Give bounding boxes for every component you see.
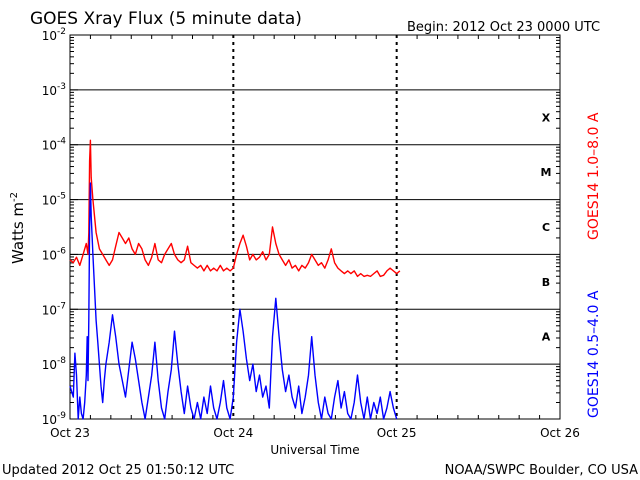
flare-class-b: B [542,276,550,289]
legend-series-short: GOES14 0.5–4.0 A [586,290,602,418]
chart-title: GOES Xray Flux (5 minute data) [30,9,302,29]
x-axis-ticks: Oct 23 Oct 24 Oct 25 Oct 26 [50,35,580,440]
x-tick-label: Oct 23 [50,426,90,440]
y-tick-base: 10 [42,29,57,43]
x-tick-label: Oct 25 [377,426,417,440]
y-tick-exp: -8 [57,356,66,366]
gridlines [70,35,560,419]
updated-timestamp: Updated 2012 Oct 25 01:50:12 UTC [2,463,234,478]
y-tick-base: 10 [42,358,57,372]
legend-series-long: GOES14 1.0–8.0 A [586,112,602,240]
y-tick-base: 10 [42,413,57,427]
flare-class-labels: A B C M X [541,111,552,343]
flare-class-m: M [541,166,552,179]
flare-class-c: C [542,221,550,234]
series-line-short [69,182,398,420]
y-tick-exp: -3 [57,82,66,92]
y-axis-label-exp: -2 [9,192,20,202]
y-tick-label: 10-4 [42,137,67,153]
flare-class-x: X [542,111,551,124]
y-tick-exp: -5 [57,192,66,202]
y-axis-label: Watts m-2 [9,192,27,264]
y-axis-ticks: 10-910-810-710-610-510-410-310-2 [42,27,560,427]
series-line-long [69,139,401,278]
y-tick-exp: -7 [57,301,66,311]
series-lines [69,139,401,420]
y-tick-label: 10-9 [42,411,67,427]
y-tick-label: 10-7 [42,301,66,317]
plot-frame [69,34,561,420]
y-tick-label: 10-3 [42,82,66,98]
begin-label: Begin: 2012 Oct 23 0000 UTC [407,20,600,35]
y-tick-base: 10 [42,84,57,98]
x-tick-label: Oct 26 [540,426,580,440]
y-tick-exp: -2 [57,27,66,37]
y-axis-label-main: Watts m [9,202,27,264]
y-tick-exp: -9 [57,411,66,421]
y-tick-label: 10-6 [42,246,67,262]
credit-text: NOAA/SWPC Boulder, CO USA [445,463,638,478]
x-tick-label: Oct 24 [213,426,253,440]
y-tick-base: 10 [42,139,57,153]
y-tick-label: 10-2 [42,27,66,43]
y-tick-base: 10 [42,248,57,262]
flare-class-a: A [542,331,551,344]
y-tick-base: 10 [42,194,57,208]
y-tick-exp: -4 [57,137,66,147]
y-tick-exp: -6 [57,246,66,256]
y-tick-label: 10-5 [42,192,66,208]
x-axis-label: Universal Time [270,443,359,457]
y-tick-label: 10-8 [42,356,67,372]
y-tick-base: 10 [42,303,57,317]
